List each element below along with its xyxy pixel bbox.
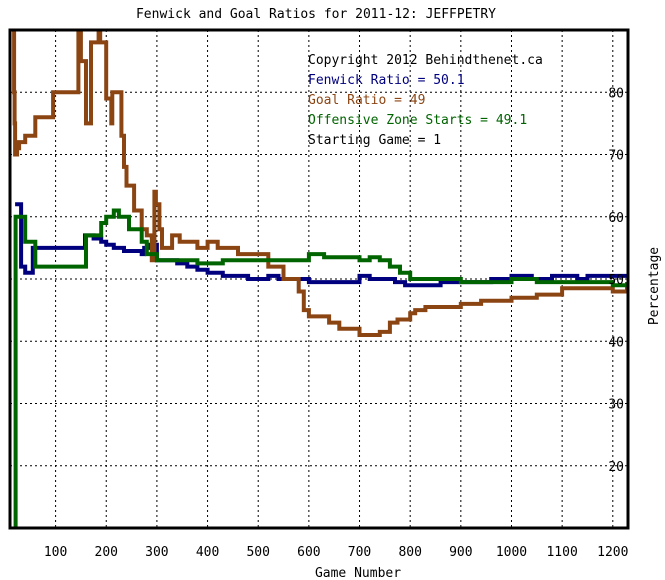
y-tick-labels: 20 30 40 50 60 70 80: [608, 86, 624, 475]
y-tick-label: 80: [608, 86, 624, 101]
y-tick-label: 40: [608, 335, 624, 350]
y-tick-label: 30: [608, 398, 624, 413]
chart-title: Fenwick and Goal Ratios for 2011-12: JEF…: [136, 7, 496, 22]
x-tick-label: 300: [145, 545, 168, 560]
legend-entry: Starting Game = 1: [308, 133, 441, 148]
legend-entry: Offensive Zone Starts = 49.1: [308, 113, 527, 128]
x-tick-label: 900: [449, 545, 472, 560]
legend-entry: Copyright 2012 Behindthenet.ca: [308, 53, 543, 68]
legend-entry: Goal Ratio = 49: [308, 93, 425, 108]
x-axis-label: Game Number: [315, 566, 401, 580]
legend-entry: Fenwick Ratio = 50.1: [308, 73, 465, 88]
y-tick-label: 20: [608, 460, 624, 475]
legend: Copyright 2012 Behindthenet.ca Fenwick Ra…: [308, 53, 543, 148]
x-tick-label: 200: [95, 545, 118, 560]
series-line-offensive-zone-starts: [13, 208, 628, 528]
x-tick-label: 800: [398, 545, 421, 560]
x-tick-label: 1100: [546, 545, 577, 560]
plot-frame: [8, 28, 630, 530]
x-tick-label: 1200: [597, 545, 628, 560]
x-tick-label: 500: [246, 545, 269, 560]
x-tick-label: 700: [348, 545, 371, 560]
y-tick-label: 70: [608, 149, 624, 164]
y-tick-label: 50: [608, 273, 624, 288]
y-tick-label: 60: [608, 211, 624, 226]
x-tick-label: 1000: [496, 545, 527, 560]
x-tick-label: 400: [196, 545, 219, 560]
x-tick-labels: 100 200 300 400 500 600 700 800 900 1000 1100 1200: [44, 545, 629, 560]
x-tick-label: 600: [297, 545, 320, 560]
y-axis-label: Percentage: [647, 247, 662, 325]
x-tick-label: 100: [44, 545, 67, 560]
series-line-goal-ratio: [12, 30, 628, 337]
series-lines: [12, 30, 628, 528]
